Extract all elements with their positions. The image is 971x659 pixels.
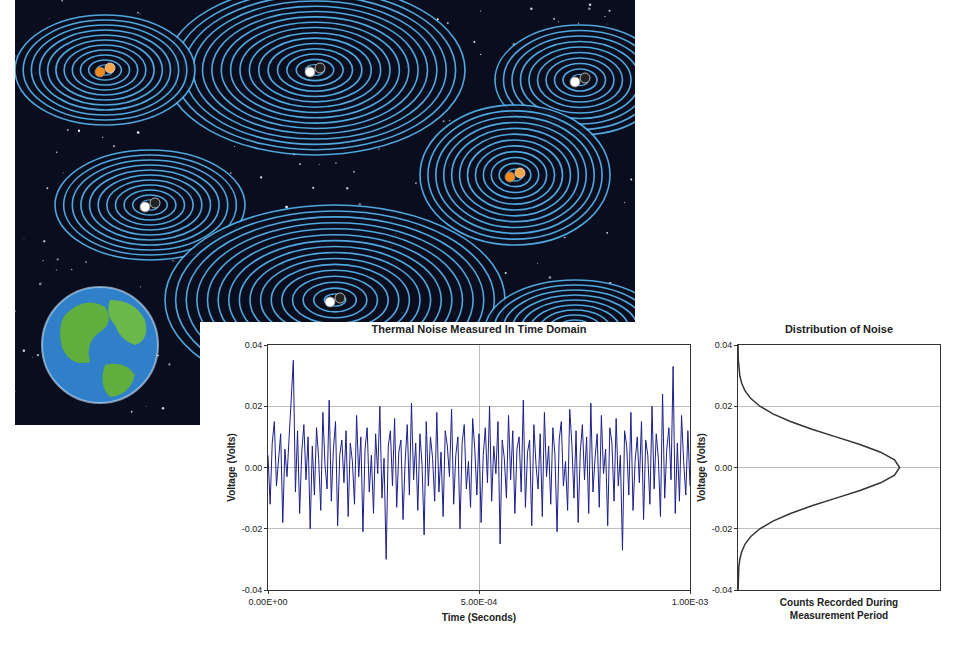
svg-text:0.02: 0.02 [715,401,733,411]
svg-text:Time (Seconds): Time (Seconds) [442,612,516,623]
svg-text:Voltage (Volts): Voltage (Volts) [696,433,707,502]
svg-text:Counts Recorded DuringMeasurem: Counts Recorded DuringMeasurement Period [780,597,898,621]
svg-text:-0.04: -0.04 [712,585,733,595]
svg-text:-0.02: -0.02 [242,524,263,534]
svg-text:0.00E+00: 0.00E+00 [249,597,288,607]
svg-text:0.02: 0.02 [245,401,263,411]
svg-text:Thermal Noise Measured In Time: Thermal Noise Measured In Time Domain [372,323,587,335]
svg-text:Distribution of Noise: Distribution of Noise [785,323,893,335]
svg-text:Voltage (Volts): Voltage (Volts) [226,433,237,502]
svg-text:5.00E-04: 5.00E-04 [461,597,498,607]
svg-text:-0.02: -0.02 [712,524,733,534]
svg-text:0.04: 0.04 [715,340,733,350]
svg-text:0.00: 0.00 [715,463,733,473]
svg-text:0.00: 0.00 [245,463,263,473]
svg-text:-0.04: -0.04 [242,585,263,595]
svg-text:1.00E-03: 1.00E-03 [672,597,709,607]
svg-text:0.04: 0.04 [245,340,263,350]
